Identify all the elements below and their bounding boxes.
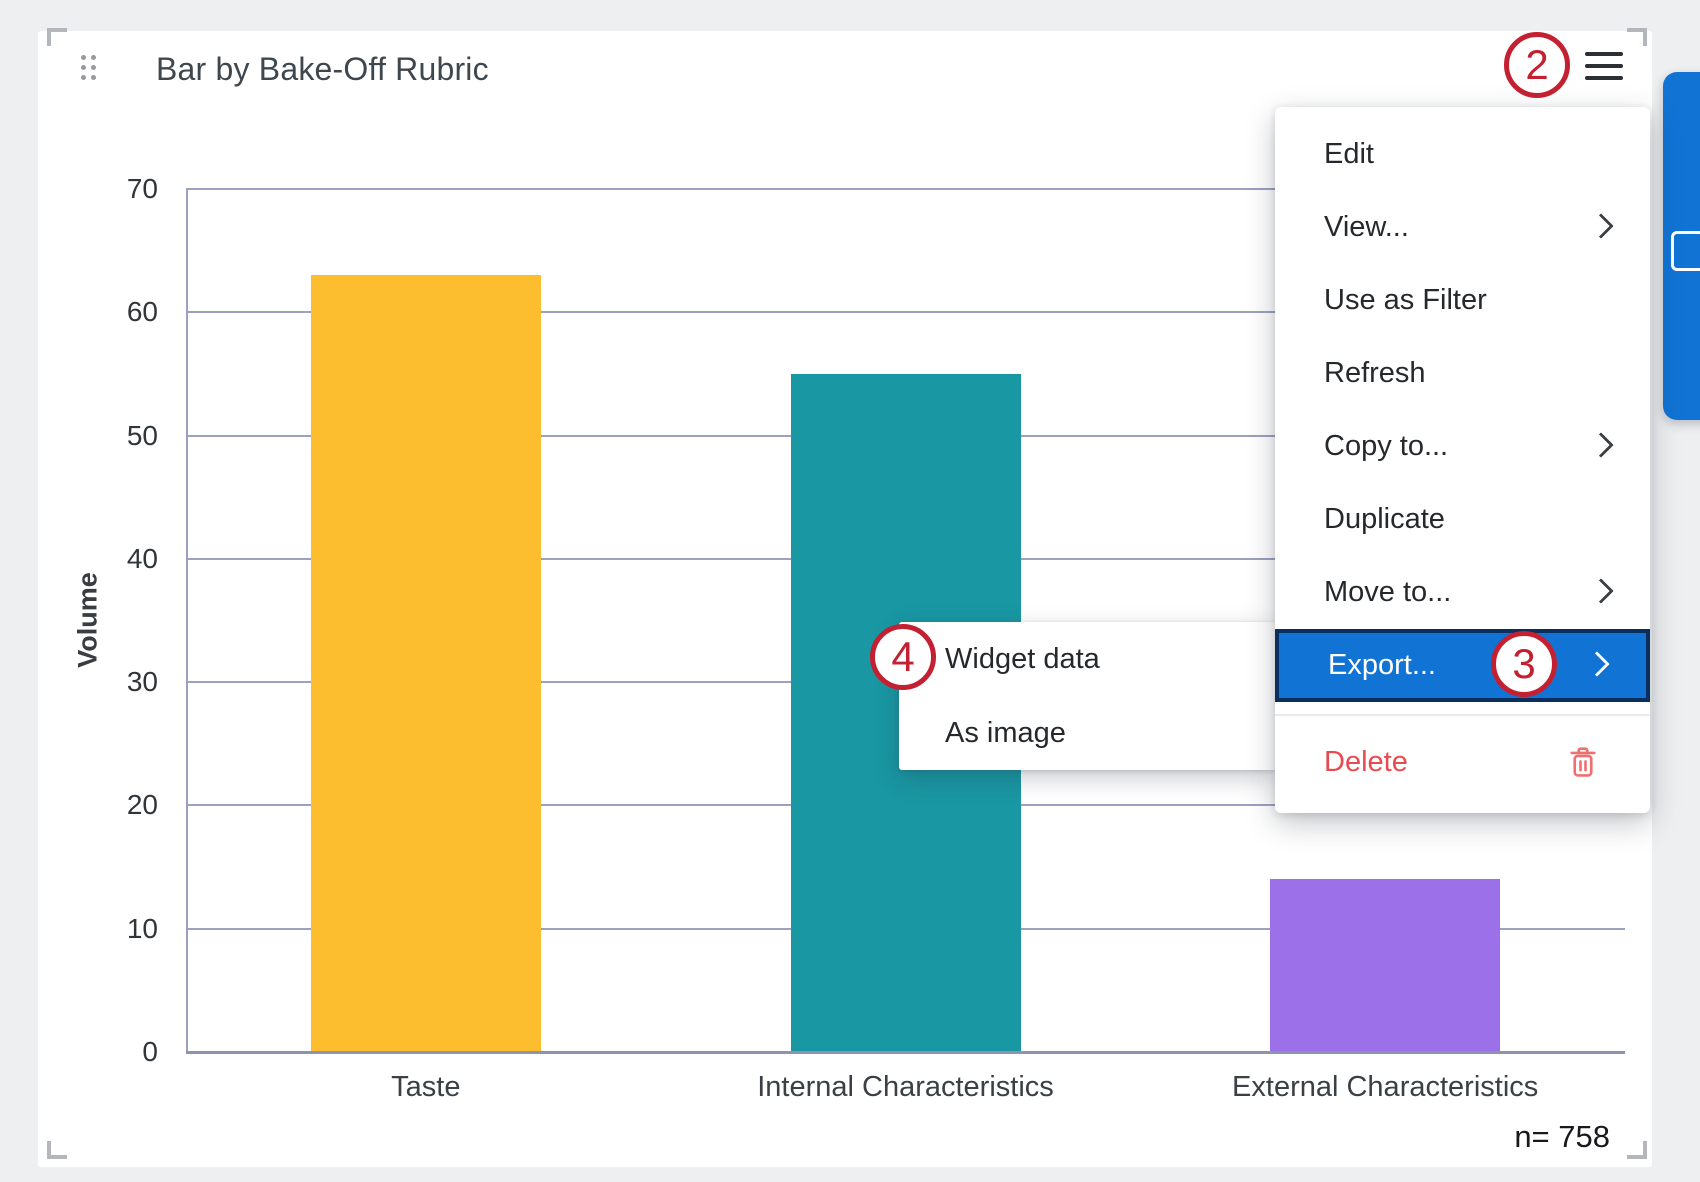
submenu-item-as-image[interactable]: As image [899,696,1277,770]
widget-options-menu-button[interactable] [1585,49,1627,83]
y-axis-tick-label: 10 [126,912,158,944]
drag-handle-icon[interactable] [81,55,96,80]
menu-item-edit[interactable]: Edit [1275,118,1650,191]
menu-separator [1275,714,1650,716]
hamburger-icon [1585,64,1623,68]
delete-label: Delete [1324,745,1408,778]
widget-context-menu: Edit View... Use as Filter Refresh Copy to..… [1275,107,1650,813]
bar-taste[interactable] [310,275,541,1052]
menu-item-label: Use as Filter [1324,284,1487,316]
menu-item-duplicate[interactable]: Duplicate [1275,483,1650,556]
x-axis-category-label: Taste [391,1071,461,1103]
y-axis-tick-label: 60 [126,296,158,328]
y-axis-tick-label: 40 [126,542,158,574]
y-axis-tick-label: 0 [142,1036,158,1067]
menu-item-view[interactable]: View... [1275,191,1650,264]
selection-corner-bottom-right-icon[interactable] [1627,1141,1647,1159]
export-submenu: Widget data As image [899,622,1277,770]
y-axis-label: Volume [72,572,103,668]
y-axis-tick-label: 70 [126,173,158,204]
y-axis-tick-label: 30 [126,666,158,698]
chevron-right-icon [1588,212,1614,239]
gridline [186,188,1625,190]
sample-size-label: n= 758 [1514,1119,1610,1154]
annotation-step-4: 4 [870,624,936,690]
side-panel-tab[interactable] [1663,72,1700,420]
annotation-step-3: 3 [1491,631,1557,697]
chevron-right-icon [1588,577,1614,604]
widget-title: Bar by Bake-Off Rubric [156,51,489,87]
bar-external-characteristics[interactable] [1270,879,1501,1052]
selection-corner-bottom-left-icon [47,1141,67,1159]
y-axis-line [186,189,188,1052]
panel-toggle-icon [1671,231,1700,271]
hamburger-icon [1585,76,1623,80]
chevron-right-icon [1584,650,1610,677]
y-axis-tick-label: 20 [126,789,158,821]
menu-item-use-as-filter[interactable]: Use as Filter [1275,264,1650,337]
annotation-step-2: 2 [1504,32,1570,98]
menu-item-delete[interactable]: Delete [1275,716,1650,808]
menu-item-copy-to[interactable]: Copy to... [1275,410,1650,483]
menu-item-label: Move to... [1324,576,1452,608]
menu-item-move-to[interactable]: Move to... [1275,556,1650,629]
selection-corner-top-right-icon [1627,28,1647,46]
x-axis-category-label: Internal Characteristics [757,1071,1054,1103]
selection-corner-top-left-icon [47,28,67,46]
trash-icon [1570,747,1596,777]
menu-item-label: Refresh [1324,357,1426,389]
gridline [186,311,1625,314]
menu-item-label: Edit [1324,138,1374,170]
menu-item-label: Duplicate [1324,503,1445,535]
submenu-item-label: Widget data [945,642,1100,675]
menu-item-label: Export... [1328,649,1436,681]
hamburger-icon [1585,52,1623,56]
x-axis-line [186,1051,1625,1054]
y-axis-tick-label: 50 [126,419,158,451]
menu-item-label: Copy to... [1324,430,1449,462]
menu-item-label: View... [1324,211,1409,243]
menu-item-export[interactable]: Export... [1275,629,1650,702]
menu-item-refresh[interactable]: Refresh [1275,337,1650,410]
x-axis-category-label: External Characteristics [1232,1071,1539,1103]
chevron-right-icon [1588,431,1614,458]
submenu-item-label: As image [945,716,1066,749]
submenu-item-widget-data[interactable]: Widget data [899,622,1277,696]
